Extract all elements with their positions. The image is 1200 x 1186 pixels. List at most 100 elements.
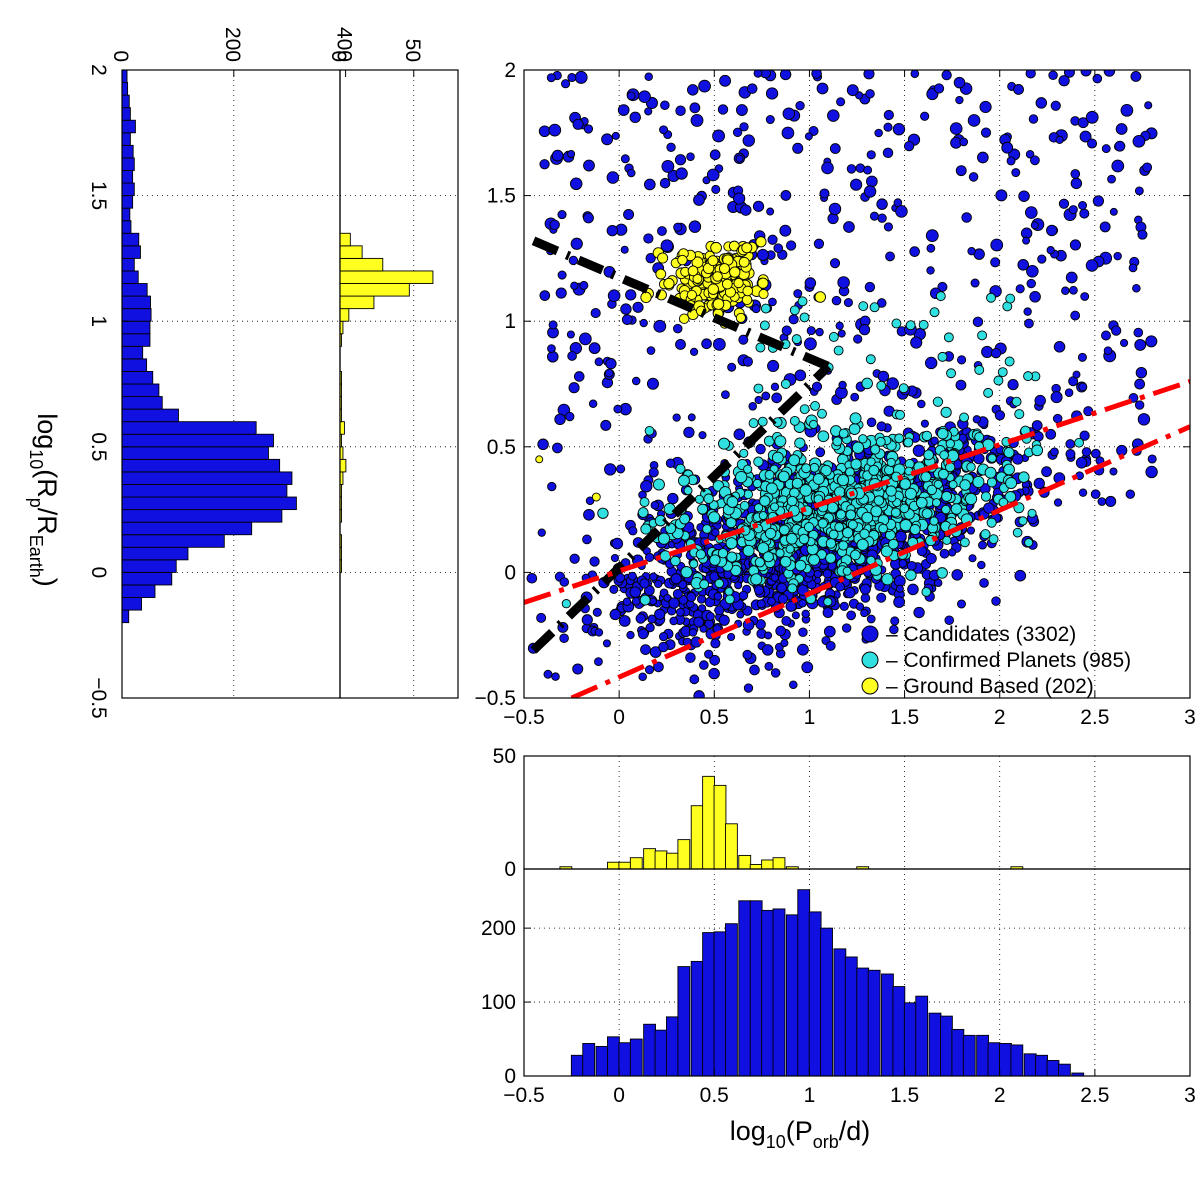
histogram-bar — [903, 1002, 917, 1077]
histogram-bar — [677, 966, 691, 1077]
candidate-point — [605, 358, 617, 370]
confirmed-point — [964, 492, 978, 506]
histogram-bar — [121, 320, 151, 335]
candidate-point — [903, 141, 915, 152]
candidate-point — [732, 127, 743, 138]
candidate-point — [600, 419, 612, 431]
confirmed-point — [835, 509, 847, 520]
candidate-point — [828, 202, 842, 216]
candidate-point — [1072, 370, 1081, 379]
candidate-point — [775, 625, 786, 637]
candidate-point — [1068, 205, 1078, 215]
histogram-bar — [702, 932, 715, 1077]
candidate-point — [1028, 114, 1039, 124]
histogram-bar — [121, 358, 148, 372]
candidate-point — [1083, 406, 1094, 417]
candidate-point — [955, 95, 964, 105]
candidate-point — [909, 246, 920, 257]
confirmed-point — [1018, 471, 1030, 483]
candidate-point — [1069, 239, 1082, 251]
confirmed-point — [757, 416, 768, 427]
candidate-point — [1006, 156, 1016, 166]
confirmed-point — [695, 549, 706, 560]
candidate-point — [1026, 278, 1036, 289]
confirmed-point — [997, 367, 1008, 378]
x-axis-label: log10(Porb/d) — [730, 1116, 871, 1152]
histogram-bar — [881, 973, 894, 1077]
candidate-point — [657, 226, 667, 236]
confirmed-point — [1012, 527, 1023, 538]
candidate-point — [669, 616, 678, 626]
candidate-point — [727, 362, 737, 372]
candidate-point — [549, 219, 560, 231]
candidate-point — [675, 105, 686, 116]
candidate-point — [622, 597, 632, 607]
ground-based-point — [738, 256, 750, 268]
confirmed-point — [801, 463, 812, 474]
legend-label: – Ground Based (202) — [886, 675, 1094, 698]
candidate-point — [693, 690, 705, 698]
candidate-point — [1079, 208, 1090, 219]
candidate-point — [672, 413, 681, 422]
confirmed-point — [750, 573, 763, 586]
candidate-point — [930, 436, 939, 446]
candidate-point — [721, 390, 730, 400]
candidate-point — [685, 652, 696, 663]
confirmed-point — [834, 522, 845, 532]
histogram-bar — [121, 170, 134, 184]
x-tick-label: 3 — [1184, 1084, 1196, 1107]
confirmed-point — [966, 462, 976, 472]
histogram-bar — [654, 1029, 668, 1077]
candidate-point — [839, 601, 849, 611]
candidate-point — [1079, 430, 1090, 441]
candidate-point — [876, 198, 888, 210]
candidate-point — [860, 593, 871, 603]
candidate-point — [850, 178, 863, 191]
candidate-point — [1077, 352, 1087, 362]
candidate-point — [766, 207, 775, 216]
x-tick-label: 200 — [221, 27, 244, 62]
candidate-point — [538, 125, 551, 138]
histogram-bar — [643, 848, 656, 870]
candidate-point — [748, 402, 757, 411]
confirmed-point — [752, 478, 762, 489]
candidate-point — [631, 596, 641, 606]
candidate-point — [635, 613, 646, 624]
candidate-point — [906, 560, 917, 571]
candidate-point — [1037, 254, 1047, 264]
candidate-point — [609, 584, 619, 594]
confirmed-point — [812, 473, 825, 485]
candidate-point — [1109, 207, 1118, 216]
candidate-point — [626, 168, 636, 178]
scatter-frame — [523, 69, 1191, 699]
candidate-point — [570, 281, 579, 290]
x-tick-label: 2.5 — [1080, 706, 1109, 729]
candidate-point — [803, 337, 817, 351]
candidate-point — [638, 672, 647, 682]
confirmed-point — [779, 555, 792, 568]
ground-based-point — [663, 277, 675, 290]
candidate-point — [644, 107, 653, 116]
candidate-point — [1079, 130, 1092, 143]
candidate-point — [537, 438, 549, 451]
candidate-point — [746, 83, 758, 94]
candidate-point — [1012, 453, 1024, 465]
candidate-point — [626, 91, 636, 101]
candidate-point — [735, 154, 744, 163]
confirmed-point — [1003, 446, 1015, 459]
candidate-point — [559, 577, 570, 587]
candidate-point — [953, 76, 966, 89]
candidate-point — [1033, 477, 1045, 490]
y-tick-label: 1.5 — [87, 181, 110, 210]
histogram-bar — [121, 521, 253, 536]
confirmed-point — [717, 548, 729, 559]
candidate-point — [1069, 285, 1078, 295]
confirmed-point — [929, 516, 939, 526]
confirmed-point — [894, 433, 905, 444]
confirmed-point — [909, 523, 921, 535]
candidate-point — [554, 413, 566, 426]
histogram-bar — [121, 496, 297, 511]
confirmed-point — [817, 430, 830, 443]
histogram-bar — [121, 270, 139, 284]
